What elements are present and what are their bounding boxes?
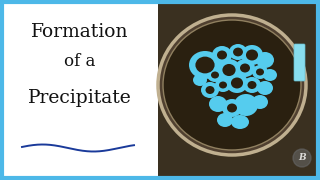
Ellipse shape [231, 115, 249, 129]
Ellipse shape [196, 57, 215, 73]
Ellipse shape [226, 73, 248, 93]
Text: of a: of a [64, 53, 96, 71]
Ellipse shape [252, 65, 268, 79]
Ellipse shape [240, 64, 250, 73]
Bar [2, 2, 158, 178]
Ellipse shape [169, 26, 295, 144]
Ellipse shape [263, 69, 277, 81]
FancyBboxPatch shape [294, 44, 305, 81]
Ellipse shape [215, 78, 231, 92]
Ellipse shape [209, 96, 227, 112]
Ellipse shape [252, 95, 268, 109]
Ellipse shape [241, 45, 263, 65]
Ellipse shape [222, 99, 242, 117]
Text: Formation: Formation [31, 23, 129, 41]
Ellipse shape [158, 15, 306, 155]
Ellipse shape [201, 82, 219, 98]
Ellipse shape [257, 81, 273, 95]
Ellipse shape [231, 78, 243, 89]
Ellipse shape [243, 77, 261, 93]
Ellipse shape [217, 51, 227, 60]
Ellipse shape [222, 64, 236, 76]
Ellipse shape [193, 74, 207, 86]
Bar [158, 2, 318, 178]
Text: B: B [298, 154, 306, 163]
Ellipse shape [246, 50, 258, 60]
Ellipse shape [219, 82, 227, 89]
Ellipse shape [211, 71, 219, 78]
Circle shape [293, 149, 311, 167]
Ellipse shape [227, 103, 237, 112]
Ellipse shape [207, 68, 223, 82]
Ellipse shape [235, 59, 255, 77]
Ellipse shape [212, 46, 232, 64]
Ellipse shape [247, 81, 257, 89]
Ellipse shape [256, 52, 274, 68]
Text: Precipitate: Precipitate [28, 89, 132, 107]
Ellipse shape [217, 59, 241, 81]
Ellipse shape [205, 86, 214, 94]
Ellipse shape [229, 44, 247, 60]
Ellipse shape [256, 69, 264, 75]
Ellipse shape [163, 20, 301, 150]
Ellipse shape [217, 113, 233, 127]
Ellipse shape [189, 51, 221, 79]
Ellipse shape [233, 48, 243, 56]
Ellipse shape [234, 94, 258, 116]
